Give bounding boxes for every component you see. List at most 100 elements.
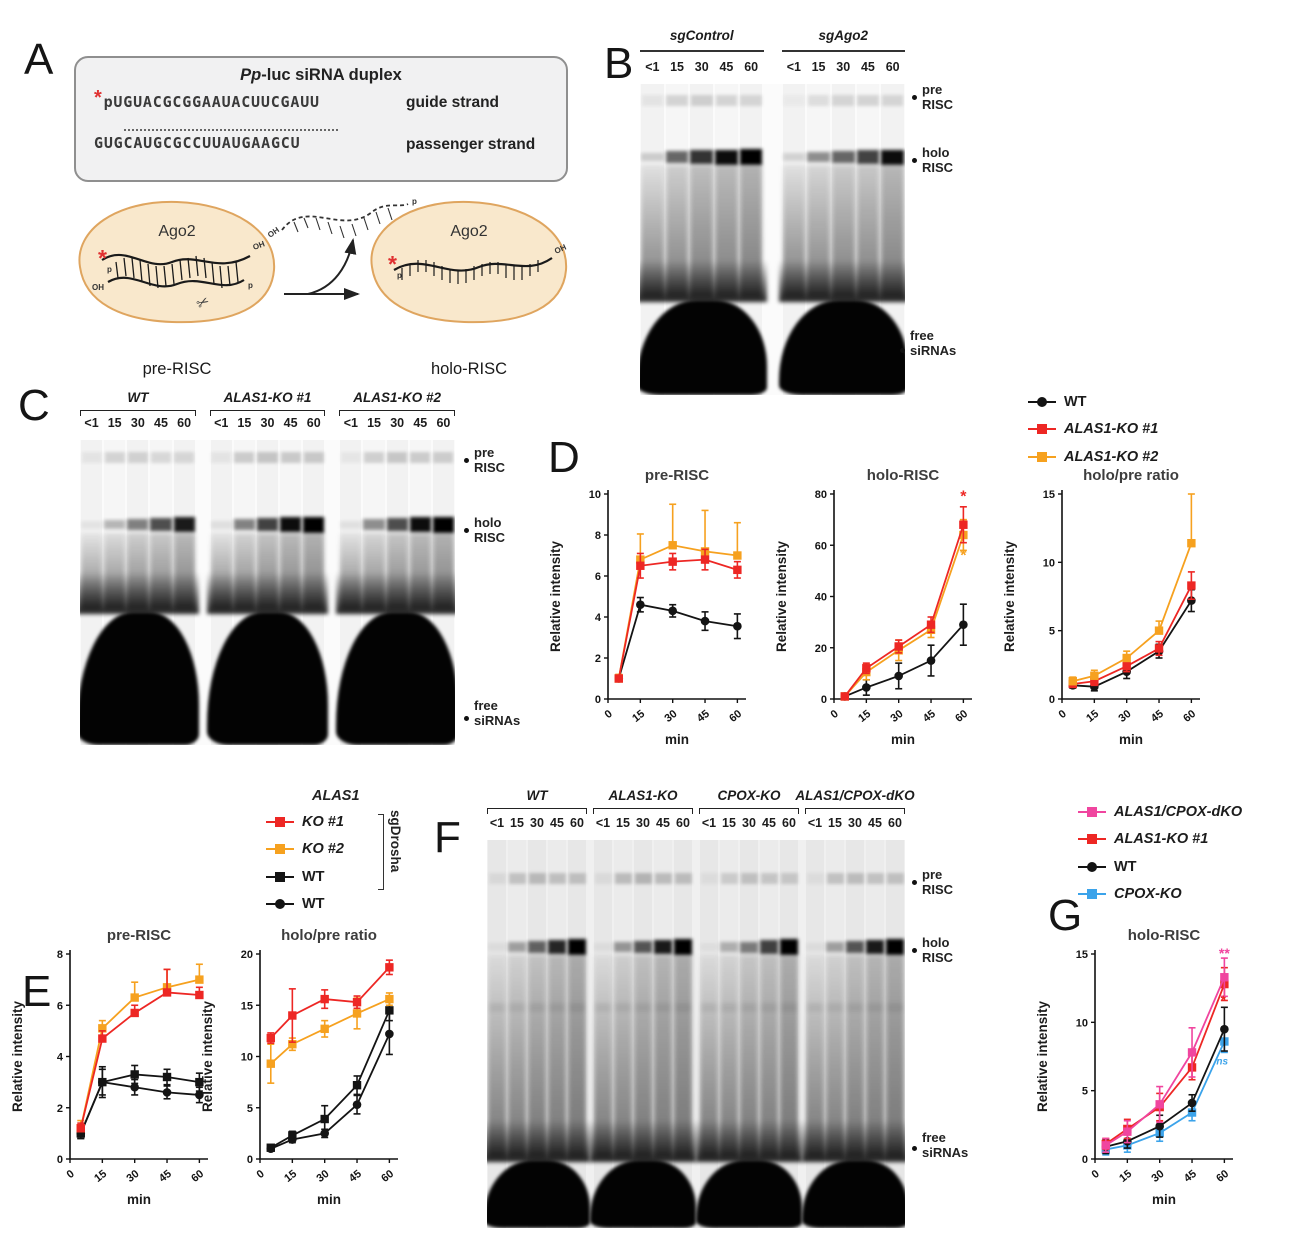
x-axis-label: min	[1119, 732, 1143, 747]
ago2-label: Ago2	[158, 223, 195, 240]
base-pairing-dots	[124, 129, 338, 131]
chart-svg: 0 2 4 6 8 0 15 30 45 60 pre-RISC Relative intensity…	[10, 927, 208, 1207]
y-axis-label: Relative intensity	[548, 540, 563, 652]
square-marker-icon	[266, 843, 296, 855]
free-sirna-smear	[778, 260, 905, 303]
lane-time-label: 60	[885, 60, 900, 74]
chart-title: pre-RISC	[107, 927, 171, 944]
data-point	[1154, 644, 1164, 653]
data-point	[385, 963, 394, 972]
holo-risc-band	[715, 149, 738, 165]
holo-risc-band	[806, 943, 824, 951]
marker-line: RISC	[922, 160, 954, 175]
pre-risc-band	[340, 452, 361, 464]
gel-image	[487, 840, 905, 1228]
pre-risc-band	[674, 873, 692, 885]
data-point	[1101, 1141, 1110, 1150]
series-line	[1105, 983, 1226, 1145]
holo-risc-band	[740, 941, 758, 953]
legend-label: WT	[302, 868, 325, 885]
chart-e-ratio: 0 5 10 15 20 0 15 30 45 60 holo/pre ratio Relative …	[198, 922, 443, 1214]
lane-time-label: 60	[744, 60, 759, 74]
pre-risc-band	[715, 94, 738, 106]
legend-item: ALAS1/CPOX-dKO	[1078, 798, 1314, 826]
pre-risc-band	[508, 873, 526, 885]
x-tick-label: 0	[603, 708, 615, 721]
y-tick-label: 0	[1082, 1154, 1088, 1166]
y-axis-label: Relative intensity	[10, 1000, 25, 1112]
y-tick-label: 8	[57, 949, 63, 961]
panel-label-e: E	[22, 967, 52, 1016]
square-marker-icon	[1078, 806, 1108, 818]
x-tick-label: 60	[727, 708, 744, 725]
gel-group-bracket	[487, 808, 587, 815]
pre-risc-band	[303, 452, 324, 464]
pre-risc-band	[568, 873, 586, 885]
free-sirna-smear	[640, 260, 767, 303]
data-point	[959, 620, 968, 629]
axes	[833, 490, 972, 700]
data-point	[1187, 581, 1196, 590]
legend-marker	[275, 871, 285, 882]
x-tick-label: 0	[829, 708, 841, 721]
x-tick-label: 15	[282, 1168, 299, 1185]
data-point	[266, 1059, 275, 1068]
holo-risc-band	[548, 939, 566, 955]
holo-risc-band	[233, 519, 255, 531]
oh-label: OH	[252, 239, 267, 252]
phosphate-label: p	[248, 281, 253, 290]
holo-risc-band	[634, 940, 652, 954]
lane-time-label: 15	[237, 416, 252, 430]
x-tick-label: 15	[92, 1168, 109, 1185]
pre-risc-label: pre-RISC	[143, 360, 212, 378]
holo-risc-band	[856, 150, 880, 164]
holo-risc-band	[210, 520, 232, 529]
pre-risc-band	[881, 94, 904, 106]
x-tick-label: 30	[888, 708, 905, 725]
pre-risc-band	[826, 873, 844, 885]
lane-smear	[594, 955, 612, 1158]
gel-group-label: ALAS1-KO #1	[223, 390, 312, 405]
data-point	[862, 683, 871, 692]
holo-risc-band	[432, 516, 454, 533]
holo-risc-band	[488, 943, 506, 951]
lane-time-label: 30	[530, 816, 544, 830]
x-tick-label: 15	[1084, 708, 1101, 725]
series-line	[79, 991, 200, 1129]
data-point	[130, 1082, 139, 1092]
free-sirna-marker-dot	[900, 348, 905, 353]
legend-marker	[275, 816, 285, 827]
gel-group-underline	[781, 50, 905, 52]
legend-item: ALAS1-KO #1	[1028, 416, 1268, 444]
released-strand-curve	[281, 203, 409, 231]
holo-risc-band	[150, 518, 172, 532]
legend-marker	[1087, 806, 1097, 817]
holo-risc-band	[614, 942, 632, 953]
phosphate-label: p	[412, 197, 417, 206]
y-tick-label: 10	[589, 489, 601, 501]
lane-smear	[548, 955, 566, 1158]
x-tick-label: 0	[255, 1168, 267, 1181]
square-marker-icon	[1078, 888, 1108, 900]
passenger-strand-row: GUGCAUGCGCCUUAUGAAGCU	[94, 134, 300, 152]
marker-line: RISC	[922, 882, 954, 897]
legend-item: WT	[1078, 853, 1314, 881]
gel-group-label: ALAS1-KO	[608, 788, 678, 803]
holo-risc-band	[256, 518, 279, 532]
data-point	[1187, 1098, 1197, 1108]
gel-group-underline	[640, 50, 764, 52]
radiolabel-asterisk: *	[388, 251, 397, 277]
oh-label: OH	[266, 225, 281, 239]
legend-header: ALAS1	[312, 788, 360, 804]
holo-risc-band	[303, 516, 325, 533]
lane-smear	[886, 955, 904, 1158]
significance-annotation: *	[960, 548, 967, 565]
holo-risc-band	[654, 939, 672, 955]
data-point	[1220, 1024, 1229, 1034]
chart-svg: 0 2 4 6 8 10 0 15 30 45 60 pre-RISC Relative intensi…	[548, 467, 746, 747]
data-point	[668, 606, 677, 616]
pre-risc-complex: Ago2 * p OH OH p ✂	[78, 200, 276, 324]
lane-time-label: <1	[645, 60, 660, 74]
data-point	[840, 692, 849, 701]
legend-item: CPOX-KO	[1078, 881, 1314, 909]
